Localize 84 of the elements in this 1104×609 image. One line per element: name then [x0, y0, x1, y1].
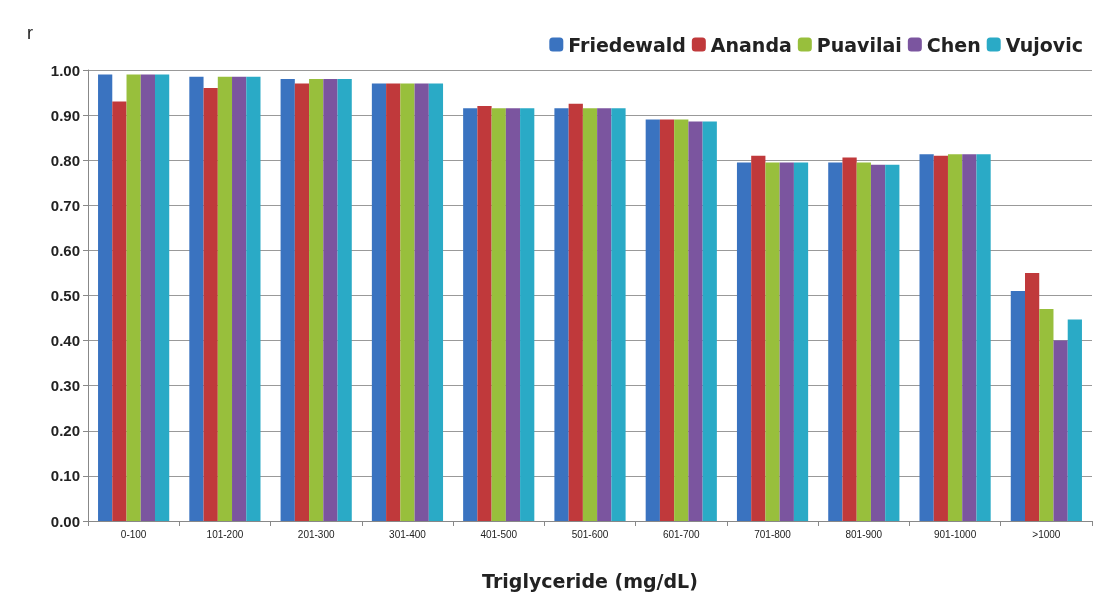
x-tick-label: 301-400 [389, 528, 427, 540]
bar [98, 74, 113, 521]
legend-label: Friedewald [568, 33, 686, 56]
legend-label: Ananda [710, 33, 792, 56]
y-tick-label: 0.50 [50, 287, 80, 304]
bar [414, 83, 429, 521]
bar [554, 108, 569, 521]
bar [919, 154, 934, 521]
bar [217, 76, 233, 521]
y-tick-label: 1.00 [50, 61, 80, 79]
x-tick-label: 201-300 [297, 528, 335, 540]
bar [280, 79, 295, 521]
y-tick-label: 0.90 [50, 106, 80, 124]
bar [323, 79, 338, 521]
x-tick-label: 401-500 [480, 528, 518, 540]
x-tick-label: 501-600 [571, 528, 609, 540]
bar [1053, 340, 1068, 521]
bar [309, 79, 324, 521]
bar [371, 83, 387, 521]
bar [463, 108, 478, 521]
x-tick-label: 801-900 [845, 528, 883, 540]
y-tick-label: 0.80 [50, 151, 80, 169]
bar [428, 83, 444, 521]
bar [294, 83, 310, 521]
bar [976, 154, 991, 521]
x-tick-label: >1000 [1032, 528, 1061, 540]
bar [203, 88, 218, 521]
y-tick-label: 0.00 [50, 512, 80, 530]
bar [962, 154, 977, 521]
x-tick-label: 0-100 [120, 528, 147, 540]
bar [597, 108, 612, 521]
y-tick-label: 0.30 [50, 377, 80, 395]
y-tick-label: 0.20 [50, 422, 80, 440]
bar [885, 164, 900, 521]
y-tick-label: 0.10 [50, 467, 80, 485]
bar [520, 108, 535, 521]
bar [779, 162, 794, 521]
bar [477, 106, 492, 521]
bar [736, 162, 752, 521]
bar [400, 83, 415, 521]
bar [505, 108, 521, 521]
bar [189, 76, 204, 521]
bar [1010, 290, 1026, 521]
bar [645, 119, 660, 521]
bar [1039, 309, 1054, 521]
bar [702, 121, 717, 521]
bar [140, 74, 155, 521]
bar [126, 74, 141, 521]
bar [751, 155, 766, 521]
bar [246, 76, 261, 521]
bar [659, 119, 675, 521]
legend-label: Vujovic [1005, 33, 1083, 56]
bar [793, 162, 809, 521]
bar [688, 121, 703, 521]
bar [386, 83, 401, 521]
bar [828, 162, 843, 521]
bar [112, 101, 127, 521]
x-tick-label: 601-700 [662, 528, 701, 540]
bar [568, 103, 583, 521]
bar [870, 164, 886, 521]
legend-label: Puavilai [816, 33, 902, 56]
bar [1067, 319, 1082, 521]
bar [154, 74, 170, 521]
bar [232, 76, 247, 521]
bar [933, 155, 948, 521]
y-tick-label: 0.70 [50, 196, 80, 214]
bar [856, 162, 871, 521]
bar [765, 162, 780, 521]
bar [491, 108, 506, 521]
bar [947, 154, 963, 521]
y-tick-label: 0.40 [50, 332, 80, 350]
x-axis-title: Triglyceride (mg/dL) [482, 569, 698, 592]
bar [582, 108, 598, 521]
legend-label: Chen [926, 33, 981, 56]
bar [842, 157, 857, 521]
bar [674, 119, 689, 521]
bar [611, 108, 626, 521]
bar [1025, 272, 1040, 521]
x-tick-label: 101-200 [206, 528, 244, 540]
y-tick-label: 0.60 [50, 241, 80, 259]
bar [337, 79, 352, 521]
y-axis-title: r [27, 23, 33, 43]
x-tick-label: 901-1000 [933, 528, 977, 540]
x-tick-label: 701-800 [754, 528, 792, 540]
